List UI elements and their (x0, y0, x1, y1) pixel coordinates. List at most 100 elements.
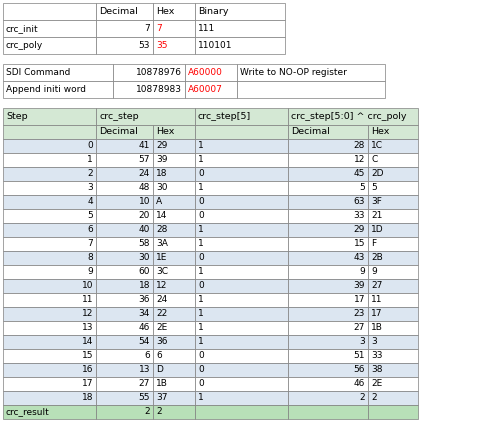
Bar (3, 335, 96, 349)
Text: 54: 54 (139, 337, 150, 346)
Bar (195, 20, 285, 37)
Text: 3C: 3C (156, 268, 168, 276)
Bar (3, 167, 96, 181)
Text: 1B: 1B (371, 323, 383, 333)
Text: 3A: 3A (156, 239, 168, 248)
Text: 7: 7 (144, 24, 150, 33)
Bar (153, 153, 195, 167)
Bar (153, 349, 195, 363)
Bar (368, 237, 418, 251)
Bar (96, 251, 153, 265)
Text: 22: 22 (156, 310, 167, 319)
Text: Append initi word: Append initi word (6, 85, 86, 94)
Text: 9: 9 (359, 268, 365, 276)
Text: 1: 1 (198, 337, 204, 346)
Bar (96, 181, 153, 195)
Bar (195, 279, 288, 293)
Bar (368, 139, 418, 153)
Text: 30: 30 (139, 253, 150, 262)
Bar (195, 3, 285, 20)
Text: 28: 28 (353, 141, 365, 150)
Text: A60000: A60000 (188, 68, 223, 77)
Text: 12: 12 (353, 155, 365, 164)
Bar (153, 139, 195, 153)
Text: 1: 1 (198, 323, 204, 333)
Text: 24: 24 (139, 170, 150, 178)
Text: 0: 0 (198, 380, 204, 389)
Bar (3, 125, 96, 139)
Bar (153, 195, 195, 209)
Text: 18: 18 (139, 282, 150, 291)
Bar (3, 139, 96, 153)
Bar (3, 20, 96, 37)
Bar (153, 3, 195, 20)
Bar (3, 223, 96, 237)
Text: 2: 2 (359, 394, 365, 403)
Bar (195, 181, 288, 195)
Text: 46: 46 (353, 380, 365, 389)
Bar (3, 37, 96, 54)
Bar (195, 405, 288, 419)
Bar (288, 167, 368, 181)
Bar (288, 209, 368, 223)
Bar (195, 251, 288, 265)
Text: 3F: 3F (371, 198, 382, 207)
Bar (96, 279, 153, 293)
Bar (96, 377, 153, 391)
Text: 0: 0 (198, 282, 204, 291)
Bar (3, 279, 96, 293)
Text: 8: 8 (87, 253, 93, 262)
Text: 5: 5 (359, 184, 365, 193)
Text: 6: 6 (156, 351, 162, 360)
Text: 6: 6 (144, 351, 150, 360)
Text: 1D: 1D (371, 225, 384, 234)
Text: 17: 17 (353, 296, 365, 305)
Text: 13: 13 (139, 366, 150, 374)
Text: 1: 1 (198, 184, 204, 193)
Bar (368, 391, 418, 405)
Bar (368, 405, 418, 419)
Text: 14: 14 (156, 211, 167, 221)
Text: 37: 37 (156, 394, 167, 403)
Text: 5: 5 (87, 211, 93, 221)
Text: 7: 7 (87, 239, 93, 248)
Bar (195, 391, 288, 405)
Text: 2: 2 (145, 408, 150, 417)
Bar (368, 363, 418, 377)
Bar (195, 293, 288, 307)
Bar (153, 37, 195, 54)
Bar (195, 125, 288, 139)
Text: 57: 57 (139, 155, 150, 164)
Text: 3: 3 (371, 337, 377, 346)
Text: Decimal: Decimal (291, 127, 330, 136)
Bar (153, 307, 195, 321)
Bar (3, 237, 96, 251)
Bar (153, 125, 195, 139)
Text: 0: 0 (198, 351, 204, 360)
Bar (195, 307, 288, 321)
Text: 10878976: 10878976 (136, 68, 182, 77)
Text: 0: 0 (198, 211, 204, 221)
Bar (153, 265, 195, 279)
Text: 23: 23 (353, 310, 365, 319)
Text: 15: 15 (82, 351, 93, 360)
Bar (195, 167, 288, 181)
Text: 0: 0 (198, 170, 204, 178)
Bar (368, 251, 418, 265)
Text: 55: 55 (139, 394, 150, 403)
Bar (288, 265, 368, 279)
Text: Decimal: Decimal (99, 7, 138, 16)
Bar (153, 321, 195, 335)
Text: 2: 2 (371, 394, 377, 403)
Bar (368, 377, 418, 391)
Text: 0: 0 (198, 253, 204, 262)
Text: Decimal: Decimal (99, 127, 138, 136)
Bar (368, 125, 418, 139)
Text: 10: 10 (139, 198, 150, 207)
Bar (153, 167, 195, 181)
Text: 2E: 2E (156, 323, 167, 333)
Bar (368, 279, 418, 293)
Bar (368, 153, 418, 167)
Text: 2D: 2D (371, 170, 384, 178)
Text: 34: 34 (139, 310, 150, 319)
